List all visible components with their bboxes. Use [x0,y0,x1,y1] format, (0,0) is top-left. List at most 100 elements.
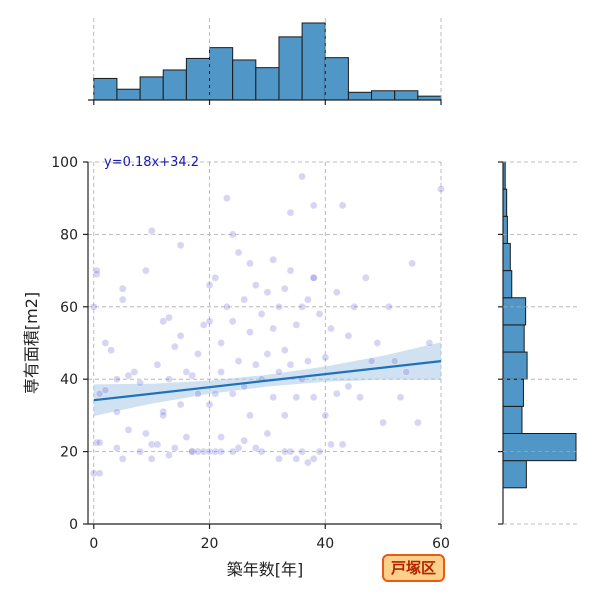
scatter-point [211,389,220,398]
x-tick-label: 20 [201,536,219,552]
scatter-point [315,447,324,456]
scatter-point [142,266,150,275]
scatter-point [275,454,283,463]
scatter-point [402,368,411,376]
scatter-point [385,302,393,311]
x-axis-title: 築年数[年] [227,560,304,579]
scatter-point [298,447,306,456]
scatter-point [188,447,196,456]
scatter-point [298,172,306,181]
scatter-point [280,284,289,293]
top-hist-bar [394,90,419,101]
right-hist-bar [502,297,527,326]
scatter-point [234,357,243,365]
y-tick-label: 60 [60,300,78,316]
scatter-point [113,407,121,416]
y-tick-label: 40 [60,372,78,388]
top-hist-bar [232,59,257,101]
scatter-point [327,440,335,449]
scatter-point [269,324,278,333]
scatter-point [304,357,312,365]
top-hist-bar [209,47,234,101]
scatter-point [223,194,231,202]
scatter-point [142,429,150,438]
y-tick-label: 100 [51,155,78,171]
scatter-point [113,375,121,384]
scatter-point [217,447,225,456]
scatter-point [176,400,185,409]
scatter-point [437,185,445,193]
right-hist-bar [502,378,524,407]
scatter-point [396,393,405,402]
scatter-point [223,302,231,311]
district-badge-box [382,554,445,582]
scatter-point [390,357,399,365]
right-hist-bar [502,351,528,380]
scatter-point [240,295,248,304]
scatter-point [246,411,254,420]
scatter-point [361,273,370,282]
scatter-point [414,418,422,427]
scatter-point [234,444,243,452]
scatter-point [182,433,191,441]
scatter-point [309,273,318,282]
top-hist-bar [162,69,187,101]
scatter-points [90,172,445,478]
regression-ci-band [93,342,442,416]
scatter-point [286,360,295,369]
scatter-point [257,310,266,318]
scatter-point [425,339,434,347]
scatter-point [176,241,185,250]
top-hist-bar [255,67,280,101]
scatter-point [107,346,115,355]
y-tick-label: 80 [60,227,78,243]
scatter-point [379,418,387,427]
right-hist-bar [502,405,523,435]
scatter-point [263,350,272,358]
scatter-point [153,440,162,449]
scatter-point [332,389,341,398]
scatter-point [408,259,416,268]
scatter-point [194,447,202,456]
top-hist-bar [301,22,326,101]
scatter-point [147,454,156,463]
district-badge-label: 戸塚区 [391,559,436,577]
right-hist-bar [502,460,527,489]
top-hist-bar [116,88,141,101]
scatter-point [159,411,167,420]
scatter-point [147,226,156,235]
regression-line [93,360,442,402]
scatter-point [95,389,104,398]
scatter-point [280,447,289,456]
top-hist-bar [93,77,118,101]
scatter-point [90,302,98,311]
scatter-point [269,255,278,264]
scatter-point [338,201,347,210]
scatter-point [292,454,301,463]
scatter-point [182,368,191,376]
top-hist-bar [324,57,349,101]
scatter-point [211,273,220,282]
y-tick-label: 0 [69,517,78,533]
top-hist-bar [278,36,303,101]
scatter-point [292,321,301,329]
scatter-point [263,288,272,297]
scatter-point [170,444,179,452]
scatter-point [246,328,254,336]
scatter-point [101,339,110,347]
scatter-point [304,295,312,304]
scatter-point [367,357,376,365]
scatter-point [373,339,382,347]
top-hist-bar [139,76,164,101]
top-marginal-histogram [88,18,442,105]
scatter-point [118,454,127,463]
scatter-point [165,313,173,322]
scatter-point [280,346,289,355]
scatter-point [194,350,202,358]
scatter-point [194,389,202,398]
scatter-point [321,411,330,420]
x-tick-label: 0 [89,536,98,552]
scatter-point [315,310,324,318]
right-hist-bar [502,215,508,244]
